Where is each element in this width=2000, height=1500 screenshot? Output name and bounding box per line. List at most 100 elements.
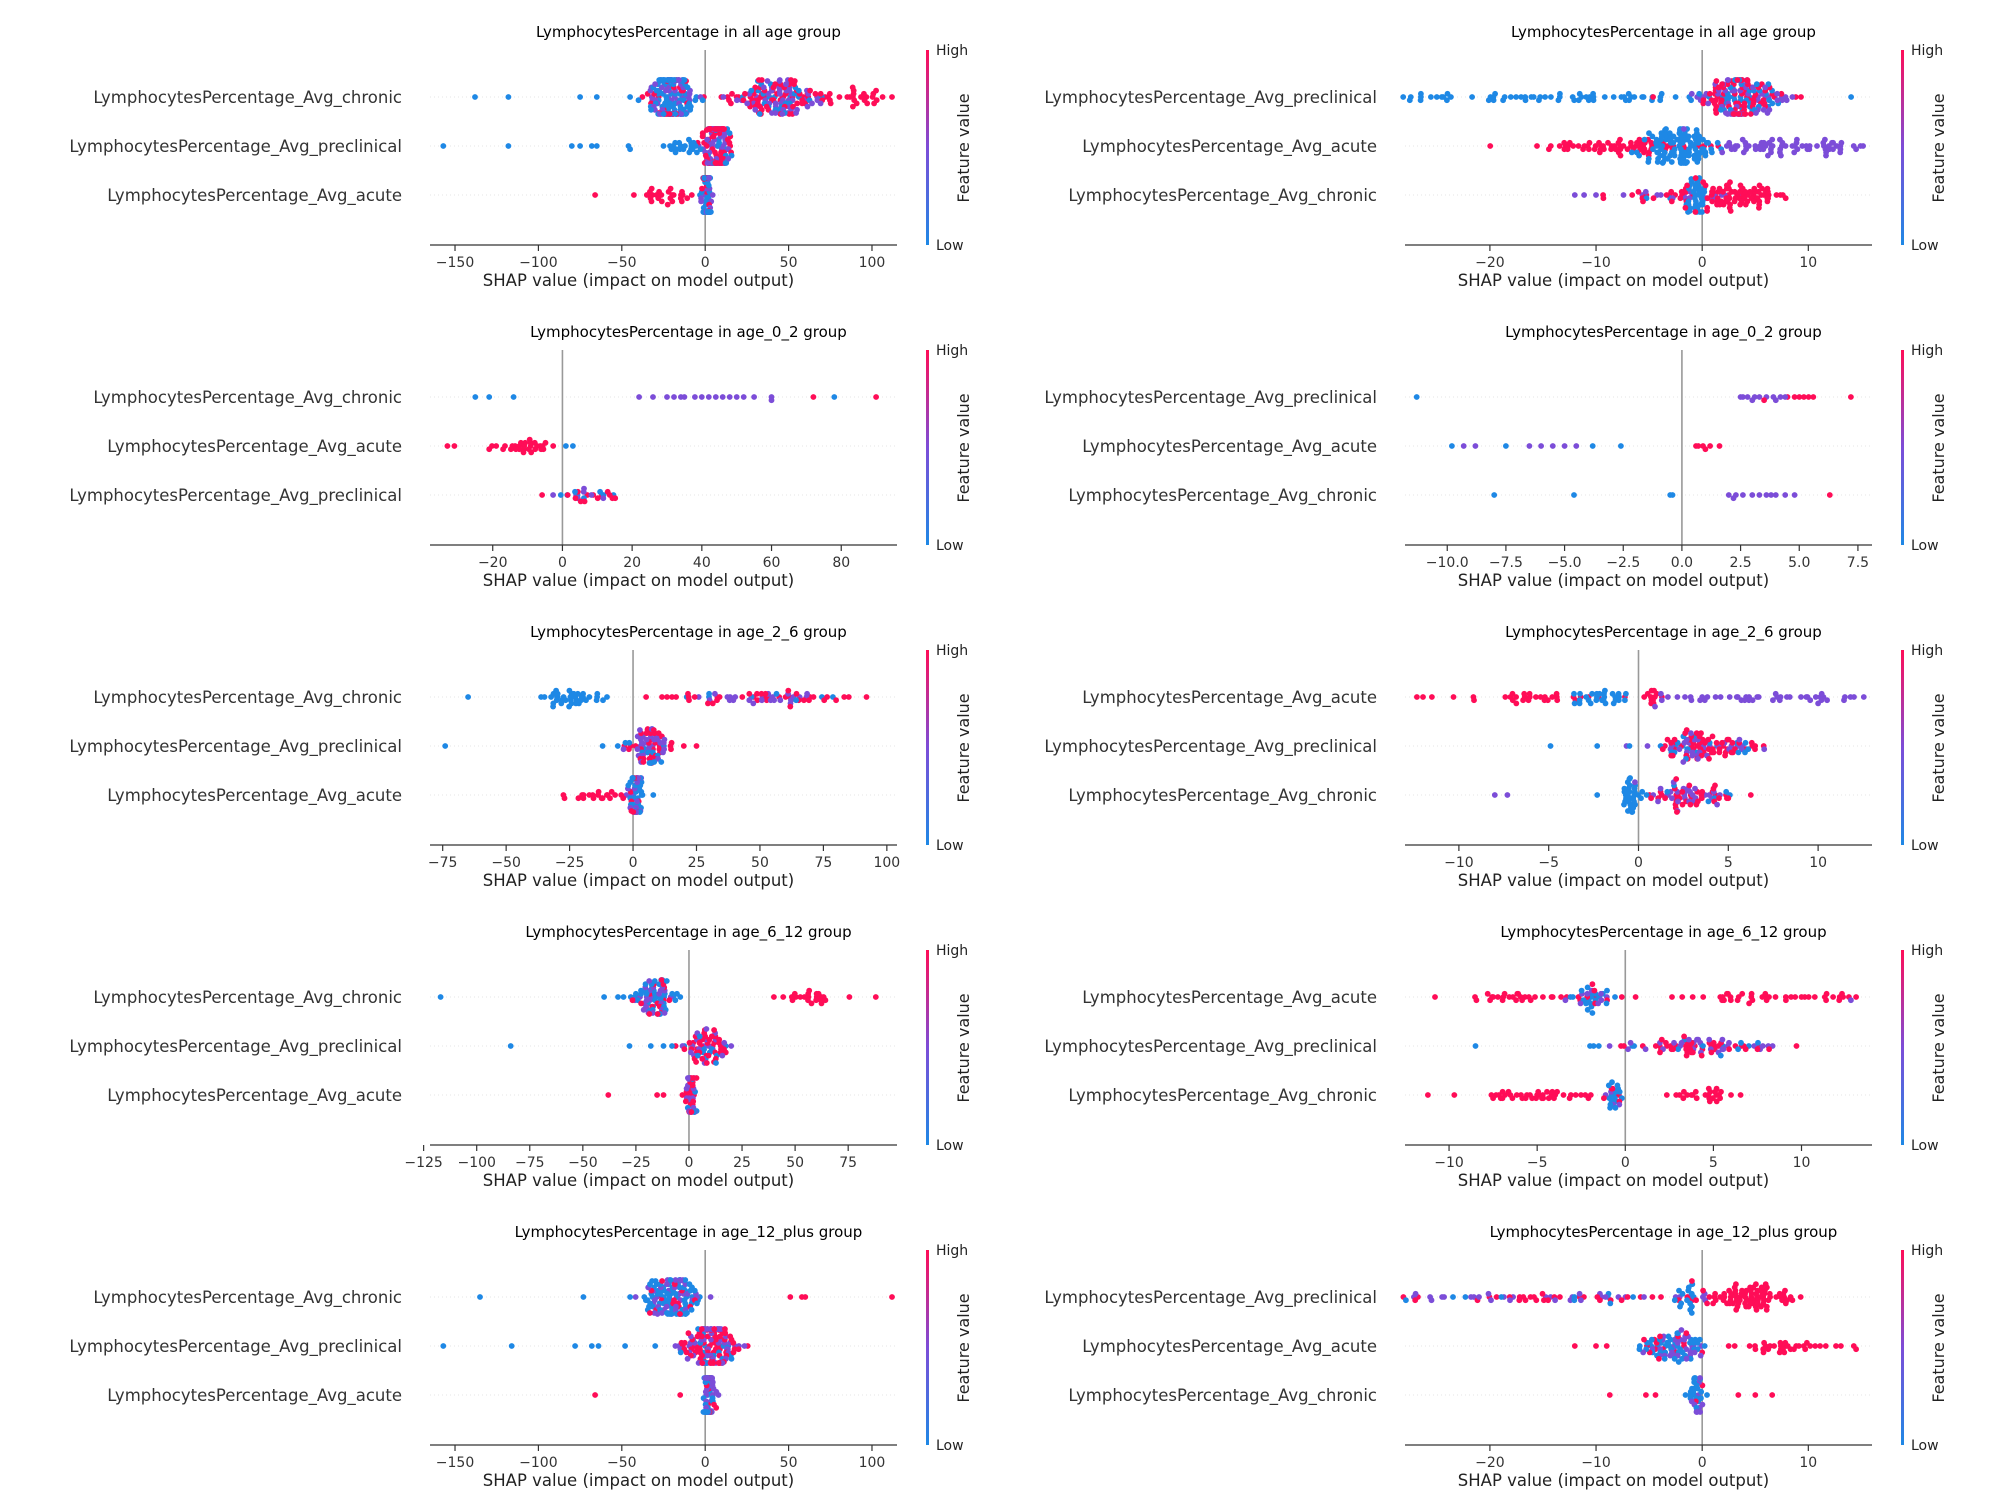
shap-dot — [726, 130, 733, 137]
x-tick-label: −20 — [1475, 255, 1505, 271]
colorbar-label: Feature value — [954, 93, 973, 202]
shap-dot — [688, 1049, 694, 1056]
shap-dot — [1704, 195, 1711, 202]
shap-dot — [627, 1294, 633, 1300]
shap-dot — [572, 488, 578, 495]
shap-dot — [627, 94, 633, 100]
shap-dot — [716, 1036, 723, 1043]
shap-dot — [1513, 997, 1519, 1004]
colorbar-low-label: Low — [936, 838, 964, 854]
shap-dot — [1743, 1303, 1749, 1310]
shap-dot — [1698, 730, 1704, 737]
shap-dot — [593, 697, 600, 704]
shap-dot — [1545, 1297, 1551, 1304]
shap-dot — [1526, 690, 1533, 697]
shap-dot — [1485, 97, 1492, 104]
shap-dot — [1603, 1343, 1610, 1349]
colorbar-high-label: High — [936, 643, 968, 659]
shap-dot — [1712, 694, 1719, 700]
shap-dot — [1433, 94, 1440, 100]
shap-dot — [1676, 1287, 1682, 1294]
shap-dot — [864, 100, 871, 107]
shap-dot — [1520, 697, 1526, 704]
shap-dot — [1706, 755, 1712, 762]
shap-dot — [1702, 446, 1709, 453]
shap-dot — [601, 994, 607, 1000]
shap-dot — [705, 700, 711, 707]
shap-dot — [486, 446, 493, 453]
panel-title: LymphocytesPercentage in age_2_6 group — [530, 623, 847, 642]
x-tick-label: −100 — [519, 1455, 557, 1471]
shap-dot — [1716, 443, 1723, 449]
shap-dot — [1791, 492, 1798, 498]
shap-dot — [674, 990, 680, 997]
shap-dot — [1798, 694, 1804, 700]
shap-dot — [670, 192, 677, 198]
shap-dot — [1594, 792, 1601, 798]
shap-dot — [699, 97, 706, 104]
shap-dot — [1420, 694, 1426, 700]
shap-dot — [689, 146, 696, 153]
shap-dot — [797, 994, 804, 1000]
x-tick-label: 100 — [873, 855, 900, 871]
shap-dot — [1641, 136, 1648, 143]
shap-dot — [1662, 795, 1668, 802]
shap-dot — [1766, 1290, 1773, 1297]
shap-dot — [1696, 1336, 1703, 1343]
shap-dot — [1663, 192, 1670, 198]
shap-dot — [1823, 152, 1829, 159]
x-tick-label: −10 — [1434, 1155, 1464, 1171]
shap-dot — [706, 175, 712, 181]
shap-dot — [1753, 81, 1760, 88]
shap-dot — [1722, 752, 1728, 759]
shap-dot — [841, 694, 848, 700]
x-tick-label: −150 — [436, 1455, 474, 1471]
shap-dot — [1618, 443, 1624, 449]
shap-dot — [1491, 792, 1498, 798]
shap-dot — [1787, 1346, 1794, 1353]
shap-dot — [1811, 994, 1818, 1000]
shap-dot — [580, 690, 586, 697]
x-tick-label: −75 — [515, 1155, 545, 1171]
shap-dot — [712, 126, 719, 132]
shap-dot — [683, 1085, 690, 1092]
shap-dot — [1615, 1085, 1621, 1092]
feature-label: LymphocytesPercentage_Avg_preclinical — [1044, 1037, 1377, 1057]
shap-dot — [508, 446, 514, 453]
colorbar — [926, 50, 929, 245]
shap-dot — [520, 449, 527, 456]
shap-dot — [1765, 1297, 1772, 1304]
shap-dot — [1752, 146, 1759, 153]
shap-dot — [609, 495, 616, 502]
shap-dot — [1718, 106, 1724, 113]
feature-label: LymphocytesPercentage_Avg_acute — [1082, 437, 1377, 457]
shap-dot — [1744, 78, 1751, 84]
shap-dot — [1642, 188, 1649, 195]
shap-dot — [1556, 143, 1563, 149]
shap-dot — [1533, 1095, 1539, 1102]
feature-label: LymphocytesPercentage_Avg_acute — [107, 437, 402, 457]
shap-dot — [661, 1010, 668, 1016]
shap-dot — [1761, 139, 1767, 146]
x-tick-label: 100 — [859, 255, 886, 271]
shap-dot — [1701, 1343, 1708, 1349]
shap-dot — [721, 1039, 728, 1046]
x-axis-label: SHAP value (impact on model output) — [1458, 571, 1769, 590]
shap-dot — [1681, 1088, 1687, 1095]
shap-dot — [1669, 994, 1675, 1000]
x-tick-label: 7.5 — [1847, 555, 1869, 571]
feature-label: LymphocytesPercentage_Avg_preclinical — [1044, 388, 1377, 408]
shap-dot — [1744, 394, 1751, 400]
shap-dot — [1818, 690, 1825, 697]
dot-layer — [444, 394, 879, 505]
shap-panel-7: LymphocytesPercentage in age_6_12 group L… — [69, 923, 973, 1190]
shap-dot — [1513, 700, 1520, 707]
shap-dot — [1658, 1036, 1665, 1043]
shap-dot — [1697, 1409, 1703, 1415]
shap-dot — [1837, 149, 1844, 156]
shap-dot — [1498, 1294, 1505, 1300]
shap-dot — [791, 990, 798, 997]
shap-dot — [863, 694, 870, 700]
shap-dot — [528, 449, 535, 456]
shap-dot — [1580, 146, 1586, 153]
